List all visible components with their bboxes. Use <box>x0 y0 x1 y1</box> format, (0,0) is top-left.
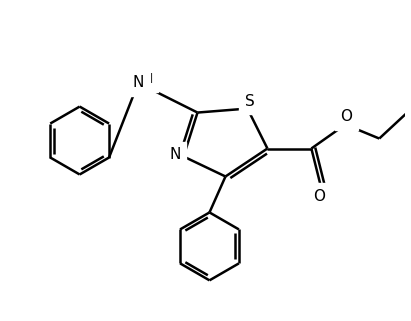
Text: S: S <box>245 94 254 109</box>
Text: H: H <box>142 73 153 86</box>
Text: N: N <box>169 147 180 162</box>
Text: O: O <box>313 189 326 204</box>
Text: N: N <box>133 75 144 90</box>
Text: O: O <box>340 109 352 124</box>
